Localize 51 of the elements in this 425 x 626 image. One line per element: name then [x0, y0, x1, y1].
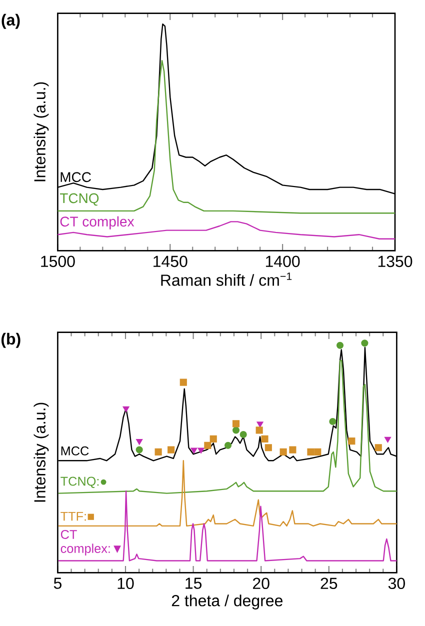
- point: [374, 444, 382, 452]
- point: [154, 448, 162, 456]
- point: [122, 406, 130, 412]
- y-axis-title: Intensity (a.u.): [34, 402, 49, 502]
- series-label: MCC: [60, 172, 91, 182]
- x-tick-label: 1400: [266, 256, 300, 268]
- point: [168, 446, 175, 454]
- point: [136, 439, 142, 445]
- point: [348, 438, 356, 445]
- point: [232, 420, 240, 428]
- x-tick-label: 1450: [154, 256, 188, 268]
- point: [240, 431, 247, 438]
- point: [280, 448, 287, 456]
- x-tick-label: 1350: [378, 256, 412, 268]
- x-axis-title: 2 theta / degree: [172, 594, 282, 610]
- text: (b): [1, 332, 20, 348]
- point: [329, 418, 336, 426]
- x-tick-label: 1500: [41, 256, 75, 268]
- point: [232, 426, 240, 434]
- x-tick-label: 5: [54, 578, 62, 589]
- series-label: TCNQ:●: [60, 476, 106, 488]
- x-tick-label: 15: [186, 578, 202, 589]
- x-tick-label: 10: [118, 578, 134, 590]
- text: (a): [2, 14, 20, 29]
- point: [180, 378, 187, 386]
- point: [136, 446, 143, 454]
- x-tick-label: 30: [388, 578, 405, 590]
- y-axis-title: Intensity (a.u.): [34, 82, 49, 182]
- x-tick-label: 25: [320, 578, 338, 590]
- point: [224, 442, 232, 449]
- point: [256, 426, 263, 434]
- point: [261, 435, 268, 442]
- series-label: CT complex:▼: [60, 530, 121, 556]
- point: [264, 444, 272, 452]
- point: [361, 340, 368, 347]
- point: [204, 442, 212, 449]
- point: [210, 435, 217, 442]
- point: [384, 436, 391, 442]
- series-label: CT complex: [60, 216, 134, 230]
- series-label: MCC: [61, 446, 89, 456]
- point: [336, 342, 344, 349]
- x-tick-label: 20: [252, 578, 270, 590]
- point: [307, 448, 314, 456]
- x-axis-title: Raman shift / cm$^{−1}$: [161, 272, 292, 286]
- series-label: TTF:■: [60, 512, 94, 521]
- point: [289, 446, 296, 454]
- point: [190, 448, 198, 454]
- point: [198, 448, 204, 454]
- series-label: TCNQ: [60, 193, 99, 206]
- point: [314, 448, 322, 456]
- point: [256, 422, 264, 428]
